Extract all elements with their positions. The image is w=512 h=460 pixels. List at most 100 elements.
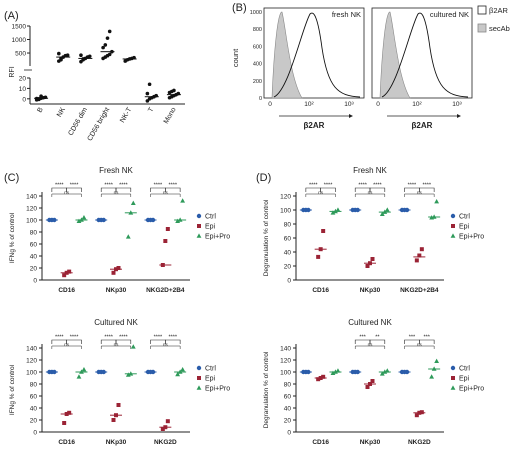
legend-epi-pro-marker bbox=[196, 385, 202, 390]
y-tick-label: 100 bbox=[280, 370, 291, 377]
epi-pro-point bbox=[434, 358, 440, 363]
significance-label: ns bbox=[417, 190, 423, 195]
legend-ctrl-marker bbox=[196, 213, 202, 219]
significance-label: ns bbox=[417, 342, 423, 347]
histogram-frame bbox=[371, 7, 473, 99]
secab-histogram bbox=[379, 11, 411, 99]
significance-label: ns bbox=[163, 190, 169, 195]
legend-label: Epi bbox=[205, 376, 216, 383]
y-tick-label: 200 bbox=[253, 79, 262, 85]
x-group-label: CD16 bbox=[312, 439, 329, 446]
b2ar-histogram bbox=[381, 12, 469, 98]
significance-label: ns bbox=[318, 190, 324, 195]
rfi-point bbox=[81, 57, 85, 61]
rfi-point bbox=[107, 29, 112, 34]
y-tick-label: 600 bbox=[253, 44, 262, 50]
significance-bracket bbox=[404, 193, 435, 197]
y-tick-label: 60 bbox=[284, 236, 292, 243]
significance-bracket bbox=[51, 345, 82, 349]
rfi-point bbox=[101, 45, 105, 50]
x-group-label: CD16 bbox=[58, 439, 75, 446]
significance-label: **** bbox=[168, 183, 177, 189]
histogram-frame bbox=[263, 7, 365, 99]
significance-label: ns bbox=[368, 342, 374, 347]
epi-pro-point bbox=[379, 211, 385, 216]
x-tick-label: 10³ bbox=[452, 101, 462, 108]
epi-point bbox=[414, 258, 419, 263]
significance-label: **** bbox=[373, 183, 382, 189]
epi-point bbox=[67, 269, 72, 274]
x-category-label: T bbox=[147, 106, 156, 114]
epi-point bbox=[419, 410, 424, 415]
y-axis-label: count bbox=[231, 48, 240, 67]
epi-point bbox=[370, 257, 375, 261]
epi-point bbox=[111, 418, 116, 422]
significance-bracket bbox=[354, 345, 386, 349]
y-tick-label: 80 bbox=[30, 230, 38, 237]
legend-label: Epi+Pro bbox=[459, 386, 484, 393]
y-tick-label: 800 bbox=[253, 27, 262, 33]
y-tick-label: 1000 bbox=[250, 10, 262, 16]
epi-point bbox=[321, 229, 326, 233]
y-tick-label: 20 bbox=[284, 418, 292, 425]
epi-pro-point bbox=[130, 200, 136, 205]
epi-point bbox=[370, 379, 375, 383]
y-tick-label: 120 bbox=[26, 206, 37, 213]
y-tick-label: 40 bbox=[284, 406, 292, 413]
x-group-label: NKp30 bbox=[360, 287, 381, 294]
significance-label: **** bbox=[119, 335, 128, 341]
epi-point bbox=[316, 377, 321, 382]
histogram-title: fresh NK bbox=[332, 10, 361, 19]
y-tick-label: 0 bbox=[287, 430, 291, 437]
legend-epi-pro-marker bbox=[196, 233, 202, 238]
y-tick-label: 20 bbox=[30, 418, 38, 425]
significance-label: **** bbox=[55, 335, 64, 341]
epi-point bbox=[365, 264, 370, 268]
y-tick-label: 20 bbox=[19, 76, 27, 83]
y-tick-label: 0 bbox=[22, 96, 26, 103]
y-tick-label: 120 bbox=[280, 358, 291, 365]
significance-label: ns bbox=[64, 342, 70, 347]
y-axis-label: IFNg % of control bbox=[9, 212, 16, 263]
x-tick-label: 10² bbox=[412, 101, 422, 108]
x-group-label: NKG2D bbox=[408, 439, 431, 446]
epi-pro-point bbox=[434, 199, 440, 204]
epi-pro-point bbox=[175, 218, 181, 223]
significance-label: *** bbox=[424, 335, 431, 341]
significance-label: ns bbox=[64, 190, 70, 195]
legend-epi-marker bbox=[451, 224, 455, 228]
legend-secab-label: secAb bbox=[489, 24, 510, 33]
epi-point bbox=[414, 413, 419, 418]
x-group-label: NKp30 bbox=[360, 439, 381, 446]
epi-point bbox=[316, 254, 321, 259]
x-tick-label: 0 bbox=[376, 101, 380, 108]
epi-pro-point bbox=[81, 215, 87, 220]
histogram-title: cultured NK bbox=[430, 10, 469, 19]
epi-point bbox=[163, 239, 168, 243]
significance-bracket bbox=[165, 187, 181, 192]
panel-b-label: (B) bbox=[232, 2, 247, 14]
rfi-point bbox=[79, 53, 83, 57]
x-category-label: CD56 bright bbox=[86, 106, 111, 142]
epi-pro-point bbox=[125, 372, 131, 377]
panel-a-label: (A) bbox=[4, 10, 19, 22]
legend-label: Epi bbox=[459, 376, 470, 383]
epi-pro-point bbox=[429, 374, 435, 379]
significance-label: **** bbox=[55, 183, 64, 189]
epi-point bbox=[62, 273, 67, 278]
chart-title: Cultured NK bbox=[94, 318, 138, 327]
y-axis-label: Degranulation % of control bbox=[263, 351, 270, 428]
significance-bracket bbox=[369, 339, 386, 344]
significance-label: **** bbox=[104, 335, 113, 341]
x-group-label: NKG2D+2B4 bbox=[400, 287, 439, 294]
y-tick-label: 140 bbox=[26, 194, 37, 201]
y-tick-label: 120 bbox=[26, 358, 37, 365]
significance-label: **** bbox=[408, 183, 417, 189]
legend-label: Ctrl bbox=[459, 214, 470, 221]
epi-point bbox=[417, 253, 422, 258]
legend-label: Epi+Pro bbox=[205, 234, 230, 241]
y-tick-label: 10 bbox=[19, 86, 27, 93]
panel-d-cultured-chart: Cultured NK 0 20 40 60 80 100 120 140 Degranulati… bbox=[263, 318, 484, 446]
epi-pro-point bbox=[330, 210, 336, 215]
epi-point bbox=[365, 385, 370, 389]
